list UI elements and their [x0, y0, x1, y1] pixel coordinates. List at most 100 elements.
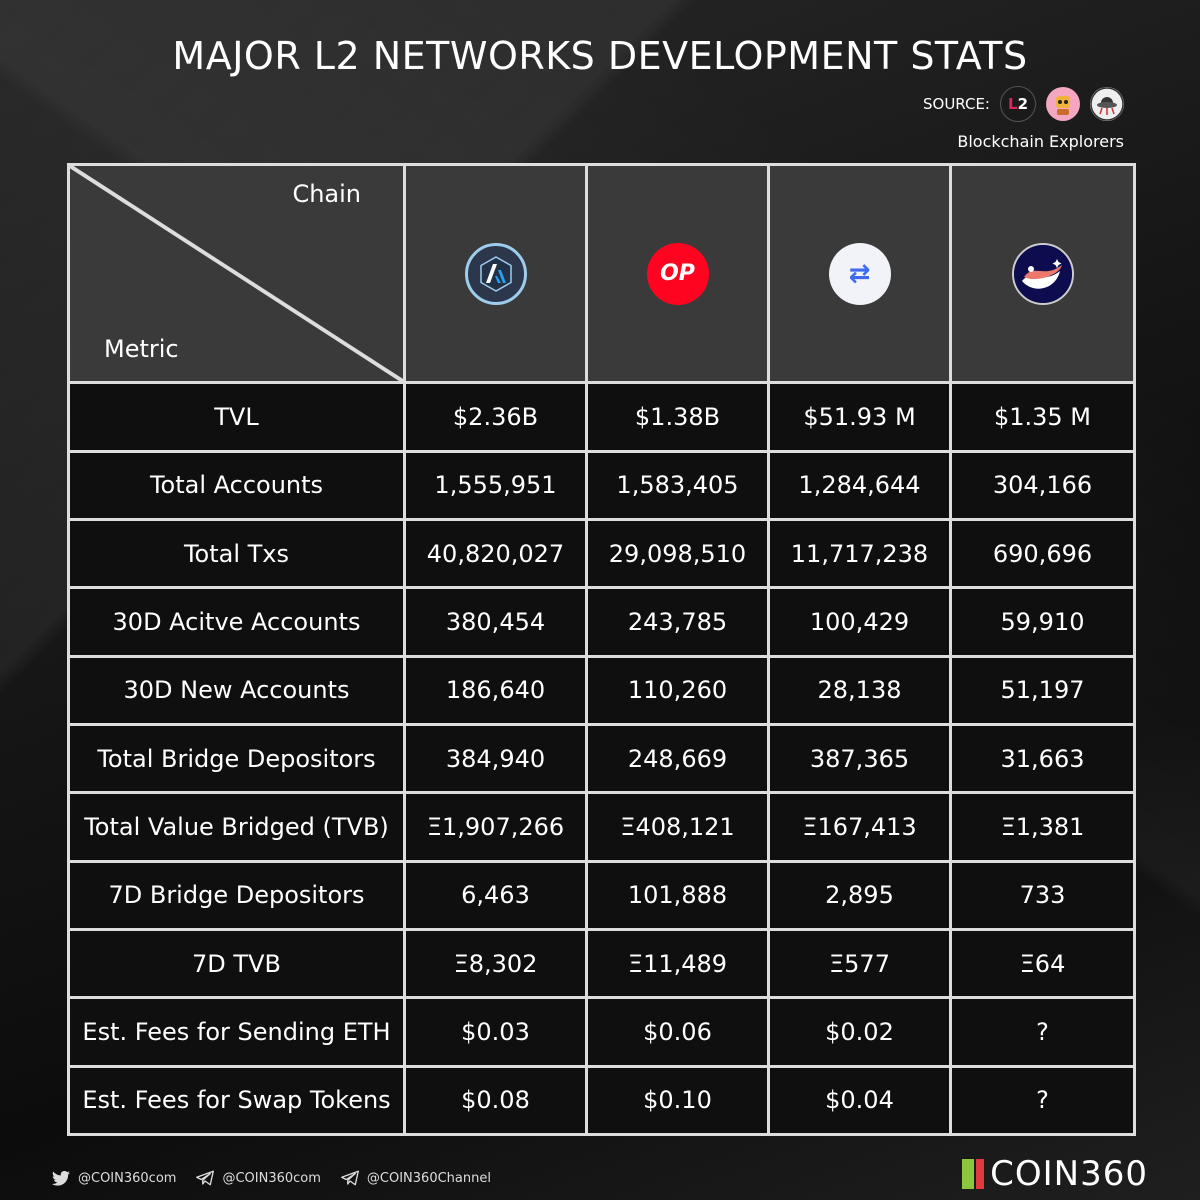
value-cell: 31,663 — [949, 722, 1136, 795]
arbitrum-logo — [464, 242, 527, 305]
metric-cell: Total Bridge Depositors — [67, 722, 406, 795]
chain-header-optimism: OP — [585, 162, 770, 385]
value-cell: 101,888 — [585, 859, 770, 931]
metric-label: Metric — [104, 335, 179, 364]
value-cell: 1,284,644 — [767, 449, 952, 521]
value-cell: Ξ1,381 — [949, 791, 1136, 863]
twitter-handle: @COIN360com — [78, 1170, 177, 1186]
l2beat-digit: 2 — [1017, 95, 1028, 113]
value-cell: 1,555,951 — [403, 449, 588, 521]
page-title: MAJOR L2 NETWORKS DEVELOPMENT STATS — [172, 34, 1028, 78]
value-cell: 304,166 — [949, 449, 1136, 521]
value-cell: 28,138 — [767, 654, 952, 726]
metric-cell: Total Txs — [67, 517, 406, 590]
corner-diagonal — [70, 166, 403, 382]
table-row: 7D Bridge Depositors 6,463 101,888 2,895 733 — [67, 859, 1136, 931]
metric-cell: Est. Fees for Swap Tokens — [67, 1064, 406, 1137]
value-cell: $1.38B — [585, 381, 770, 453]
value-cell: 243,785 — [585, 586, 770, 658]
chain-header-arbitrum — [403, 162, 588, 385]
table-row: TVL $2.36B $1.38B $51.93 M $1.35 M — [67, 381, 1136, 453]
value-cell: 100,429 — [767, 586, 952, 658]
value-cell: Ξ167,413 — [767, 791, 952, 863]
zksync-logo: ⇄ — [828, 242, 891, 305]
value-cell: 59,910 — [949, 586, 1136, 658]
value-cell: $0.08 — [403, 1064, 588, 1137]
corner-cell: Chain Metric — [67, 162, 406, 385]
telegram-handle-1: @COIN360com — [222, 1170, 321, 1186]
value-cell: Ξ408,121 — [585, 791, 770, 863]
brand-text: COIN360 — [990, 1154, 1148, 1194]
footer-twitter[interactable]: @COIN360com — [52, 1171, 176, 1186]
table-header-row: Chain Metric OP ⇄ — [67, 162, 1136, 385]
table-row: Total Bridge Depositors 384,940 248,669 387… — [67, 722, 1136, 795]
table-row: Total Accounts 1,555,951 1,583,405 1,284,64… — [67, 449, 1136, 521]
telegram-handle-2: @COIN360Channel — [366, 1170, 491, 1186]
table-row: Total Value Bridged (TVB) Ξ1,907,266 Ξ408,… — [67, 791, 1136, 863]
value-cell: 2,895 — [767, 859, 952, 931]
value-cell: $0.06 — [585, 996, 770, 1068]
table-row: 7D TVB Ξ8,302 Ξ11,489 Ξ577 Ξ64 — [67, 927, 1136, 1000]
chain-header-zksync: ⇄ — [767, 162, 952, 385]
value-cell: $0.10 — [585, 1064, 770, 1137]
value-cell: 380,454 — [403, 586, 588, 658]
value-cell: 248,669 — [585, 722, 770, 795]
table-row: Total Txs 40,820,027 29,098,510 11,717,238 6… — [67, 517, 1136, 590]
value-cell: Ξ577 — [767, 927, 952, 1000]
footer-telegram-1[interactable]: @COIN360com — [196, 1170, 321, 1186]
metric-cell: 7D TVB — [67, 927, 406, 1000]
value-cell: Ξ1,907,266 — [403, 791, 588, 863]
value-cell: 6,463 — [403, 859, 588, 931]
ufo-icon — [1090, 87, 1124, 121]
footer-social: @COIN360com @COIN360com @COIN360Channel — [52, 1170, 491, 1186]
value-cell: ? — [949, 996, 1136, 1068]
footer-telegram-2[interactable]: @COIN360Channel — [340, 1170, 491, 1186]
value-cell: Ξ11,489 — [585, 927, 770, 1000]
metric-cell: 7D Bridge Depositors — [67, 859, 406, 931]
value-cell: $0.03 — [403, 996, 588, 1068]
value-cell: 11,717,238 — [767, 517, 952, 590]
metric-cell: Est. Fees for Sending ETH — [67, 996, 406, 1068]
metric-cell: Total Accounts — [67, 449, 406, 521]
source-note: Blockchain Explorers — [957, 132, 1124, 151]
value-cell: $0.02 — [767, 996, 952, 1068]
chain-header-starknet — [949, 162, 1136, 385]
table-row: 30D New Accounts 186,640 110,260 28,138 51,1… — [67, 654, 1136, 726]
value-cell: $2.36B — [403, 381, 588, 453]
value-cell: Ξ8,302 — [403, 927, 588, 1000]
value-cell: 40,820,027 — [403, 517, 588, 590]
value-cell: 384,940 — [403, 722, 588, 795]
source-label: SOURCE: — [923, 95, 990, 113]
optimism-logo: OP — [646, 242, 709, 305]
telegram-icon — [196, 1170, 215, 1186]
telegram-icon — [340, 1170, 359, 1186]
brand-logo: COIN360 — [962, 1154, 1148, 1194]
metric-cell: 30D Acitve Accounts — [67, 586, 406, 658]
value-cell: 29,098,510 — [585, 517, 770, 590]
table-row: Est. Fees for Swap Tokens $0.08 $0.10 $0.04… — [67, 1064, 1136, 1137]
l2beat-letter: L — [1008, 95, 1018, 113]
value-cell: 186,640 — [403, 654, 588, 726]
metric-cell: TVL — [67, 381, 406, 453]
metric-cell: 30D New Accounts — [67, 654, 406, 726]
stats-table: Chain Metric OP ⇄ TVL $2.36B $1.38B $51.93 … — [67, 162, 1136, 1137]
metric-cell: Total Value Bridged (TVB) — [67, 791, 406, 863]
chain-label: Chain — [292, 180, 361, 208]
value-cell: ? — [949, 1064, 1136, 1137]
value-cell: 690,696 — [949, 517, 1136, 590]
value-cell: $1.35 M — [949, 381, 1136, 453]
table-row: 30D Acitve Accounts 380,454 243,785 100,429… — [67, 586, 1136, 658]
value-cell: $51.93 M — [767, 381, 952, 453]
value-cell: 387,365 — [767, 722, 952, 795]
value-cell: 1,583,405 — [585, 449, 770, 521]
value-cell: 733 — [949, 859, 1136, 931]
starknet-logo — [1011, 242, 1074, 305]
value-cell: $0.04 — [767, 1064, 952, 1137]
value-cell: Ξ64 — [949, 927, 1136, 1000]
bot-avatar-icon — [1046, 87, 1080, 121]
coin360-mark-icon — [962, 1159, 985, 1189]
twitter-icon — [52, 1170, 70, 1186]
value-cell: 110,260 — [585, 654, 770, 726]
